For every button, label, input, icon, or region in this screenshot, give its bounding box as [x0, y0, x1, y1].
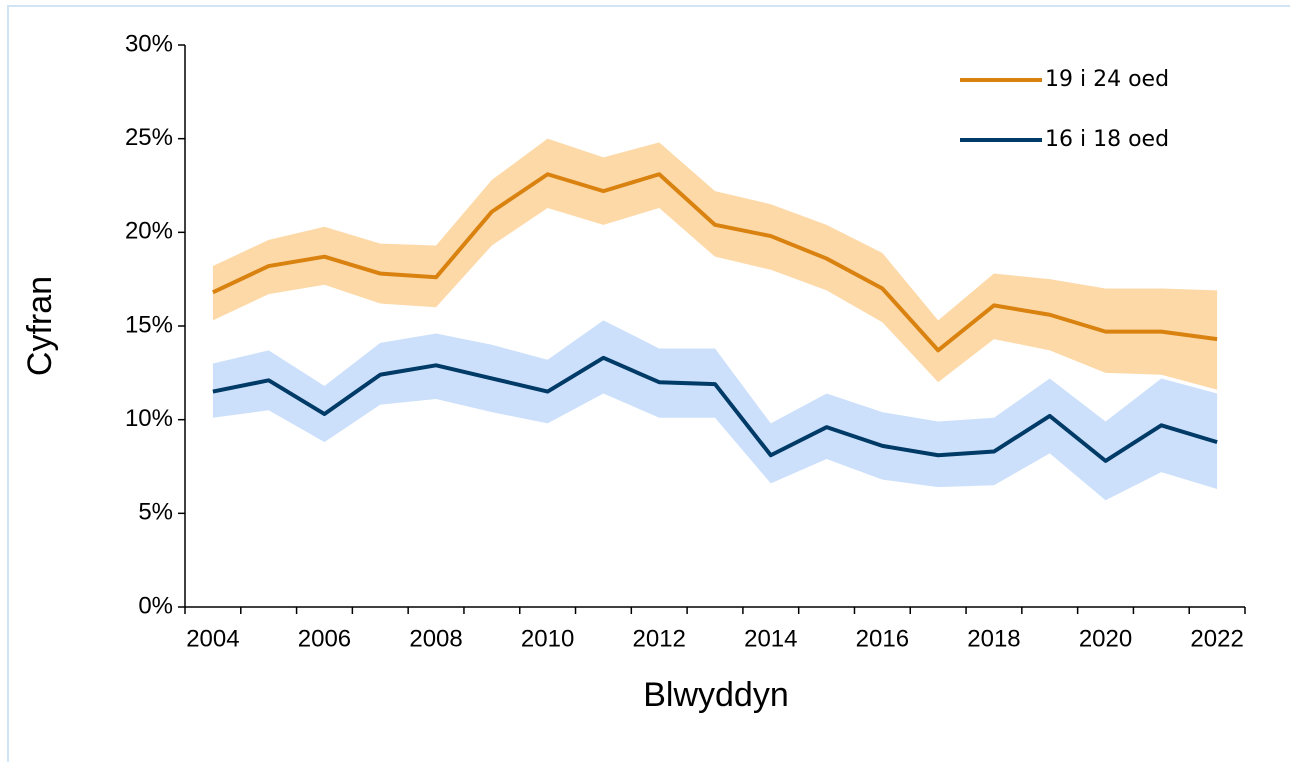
x-tick-label: 2020 — [1079, 625, 1132, 652]
y-tick-label: 10% — [125, 405, 173, 432]
line — [212, 172, 1218, 353]
y-tick-label: 25% — [125, 124, 173, 151]
x-tick-label: 2006 — [298, 625, 351, 652]
y-tick-label: 20% — [125, 218, 173, 245]
x-tick-label: 2010 — [521, 625, 574, 652]
x-tick-label: 2014 — [744, 625, 797, 652]
y-axis-title: Cyfran — [21, 276, 59, 376]
y-tick-label: 30% — [125, 30, 173, 57]
x-tick-label: 2004 — [186, 625, 239, 652]
line — [212, 355, 1218, 463]
x-tick-label: 2022 — [1190, 625, 1243, 652]
x-tick-label: 2016 — [856, 625, 909, 652]
y-tick-label: 5% — [138, 499, 173, 526]
y-tick-label: 0% — [138, 592, 173, 619]
legend-label: 16 i 18 oed — [1045, 127, 1169, 152]
x-axis-title: Blwyddyn — [643, 676, 789, 714]
legend-label: 19 i 24 oed — [1045, 67, 1169, 92]
x-tick-label: 2012 — [633, 625, 686, 652]
y-tick-label: 15% — [125, 311, 173, 338]
x-tick-label: 2018 — [967, 625, 1020, 652]
frame — [7, 5, 1290, 762]
x-tick-label: 2008 — [409, 625, 462, 652]
